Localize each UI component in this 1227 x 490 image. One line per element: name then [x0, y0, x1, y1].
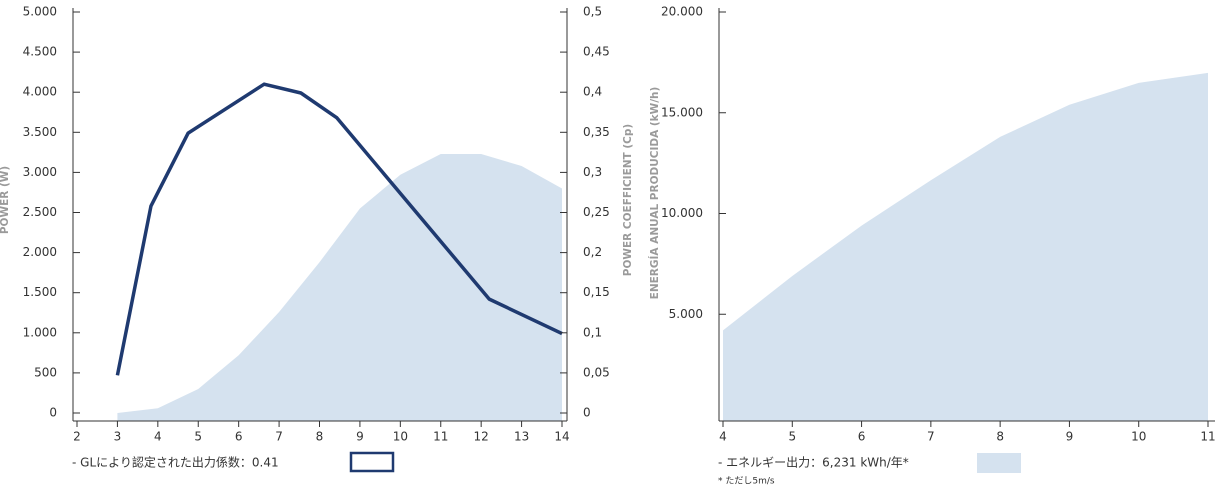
- x-tick-label: 10: [393, 430, 408, 444]
- x-tick-label: 12: [474, 430, 489, 444]
- x-tick-label: 3: [114, 430, 122, 444]
- y-tick-label: 10.000: [661, 206, 703, 220]
- x-tick-label: 11: [1200, 430, 1215, 444]
- y-tick-label: 500: [34, 365, 57, 379]
- y-tick-label: 2.500: [23, 205, 57, 219]
- y2-tick-label: 0,1: [583, 325, 602, 339]
- x-tick-label: 2: [73, 430, 81, 444]
- y2-tick-label: 0,5: [583, 5, 602, 19]
- y2-tick-label: 0,4: [583, 85, 602, 99]
- y-tick-label: 20.000: [661, 5, 703, 19]
- x-tick-label: 13: [514, 430, 529, 444]
- y-tick-label: 2.000: [23, 245, 57, 259]
- legend-swatch: [349, 451, 395, 473]
- x-tick-label: 6: [235, 430, 243, 444]
- y-tick-label: 3.500: [23, 125, 57, 139]
- area: [723, 72, 1208, 421]
- y-tick-label: 3.000: [23, 165, 57, 179]
- y2-tick-label: 0,45: [583, 45, 610, 59]
- y2-axis-title: POWER COEFFICIENT (Cp): [622, 124, 634, 276]
- x-tick-label: 5: [194, 430, 202, 444]
- y-tick-label: 1.500: [23, 285, 57, 299]
- y-axis-title: ENERGÍA ANUAL PRODUCIDA (kW/h): [648, 87, 661, 300]
- y-tick-label: 15.000: [661, 105, 703, 119]
- x-tick-label: 4: [154, 430, 162, 444]
- annotation: * ただし5m/s: [718, 476, 775, 487]
- legend-label: - GLにより認定された出力係数：0.41: [72, 455, 279, 470]
- y-tick-label: 0: [49, 406, 57, 420]
- area: [117, 153, 563, 422]
- y2-tick-label: 0,05: [583, 365, 610, 379]
- y2-tick-label: 0,15: [583, 285, 610, 299]
- y-axis-title: POWER (W): [0, 166, 11, 234]
- x-tick-label: 4: [719, 430, 727, 444]
- x-tick-label: 14: [554, 430, 569, 444]
- line: [115, 82, 563, 376]
- x-tick-label: 6: [858, 430, 866, 444]
- x-tick-label: 8: [316, 430, 324, 444]
- y-tick-label: 5.000: [669, 307, 703, 321]
- y2-tick-label: 0,3: [583, 165, 602, 179]
- legend-swatch: [977, 453, 1021, 473]
- x-tick-label: 7: [275, 430, 283, 444]
- x-tick-label: 11: [433, 430, 448, 444]
- x-tick-label: 9: [356, 430, 364, 444]
- legend-label: - エネルギー出力：6,231 kWh/年*: [718, 456, 909, 470]
- x-tick-label: 9: [1066, 430, 1074, 444]
- x-tick-label: 5: [788, 430, 796, 444]
- x-tick-label: 10: [1131, 430, 1146, 444]
- y-tick-label: 4.000: [23, 85, 57, 99]
- x-tick-label: 7: [927, 430, 935, 444]
- y2-tick-label: 0,35: [583, 125, 610, 139]
- y2-tick-label: 0: [583, 406, 591, 420]
- x-tick-label: 8: [996, 430, 1004, 444]
- y-tick-label: 4.500: [23, 45, 57, 59]
- y-tick-label: 5.000: [23, 5, 57, 19]
- y-tick-label: 1.000: [23, 325, 57, 339]
- y2-tick-label: 0,2: [583, 245, 602, 259]
- y2-tick-label: 0,25: [583, 205, 610, 219]
